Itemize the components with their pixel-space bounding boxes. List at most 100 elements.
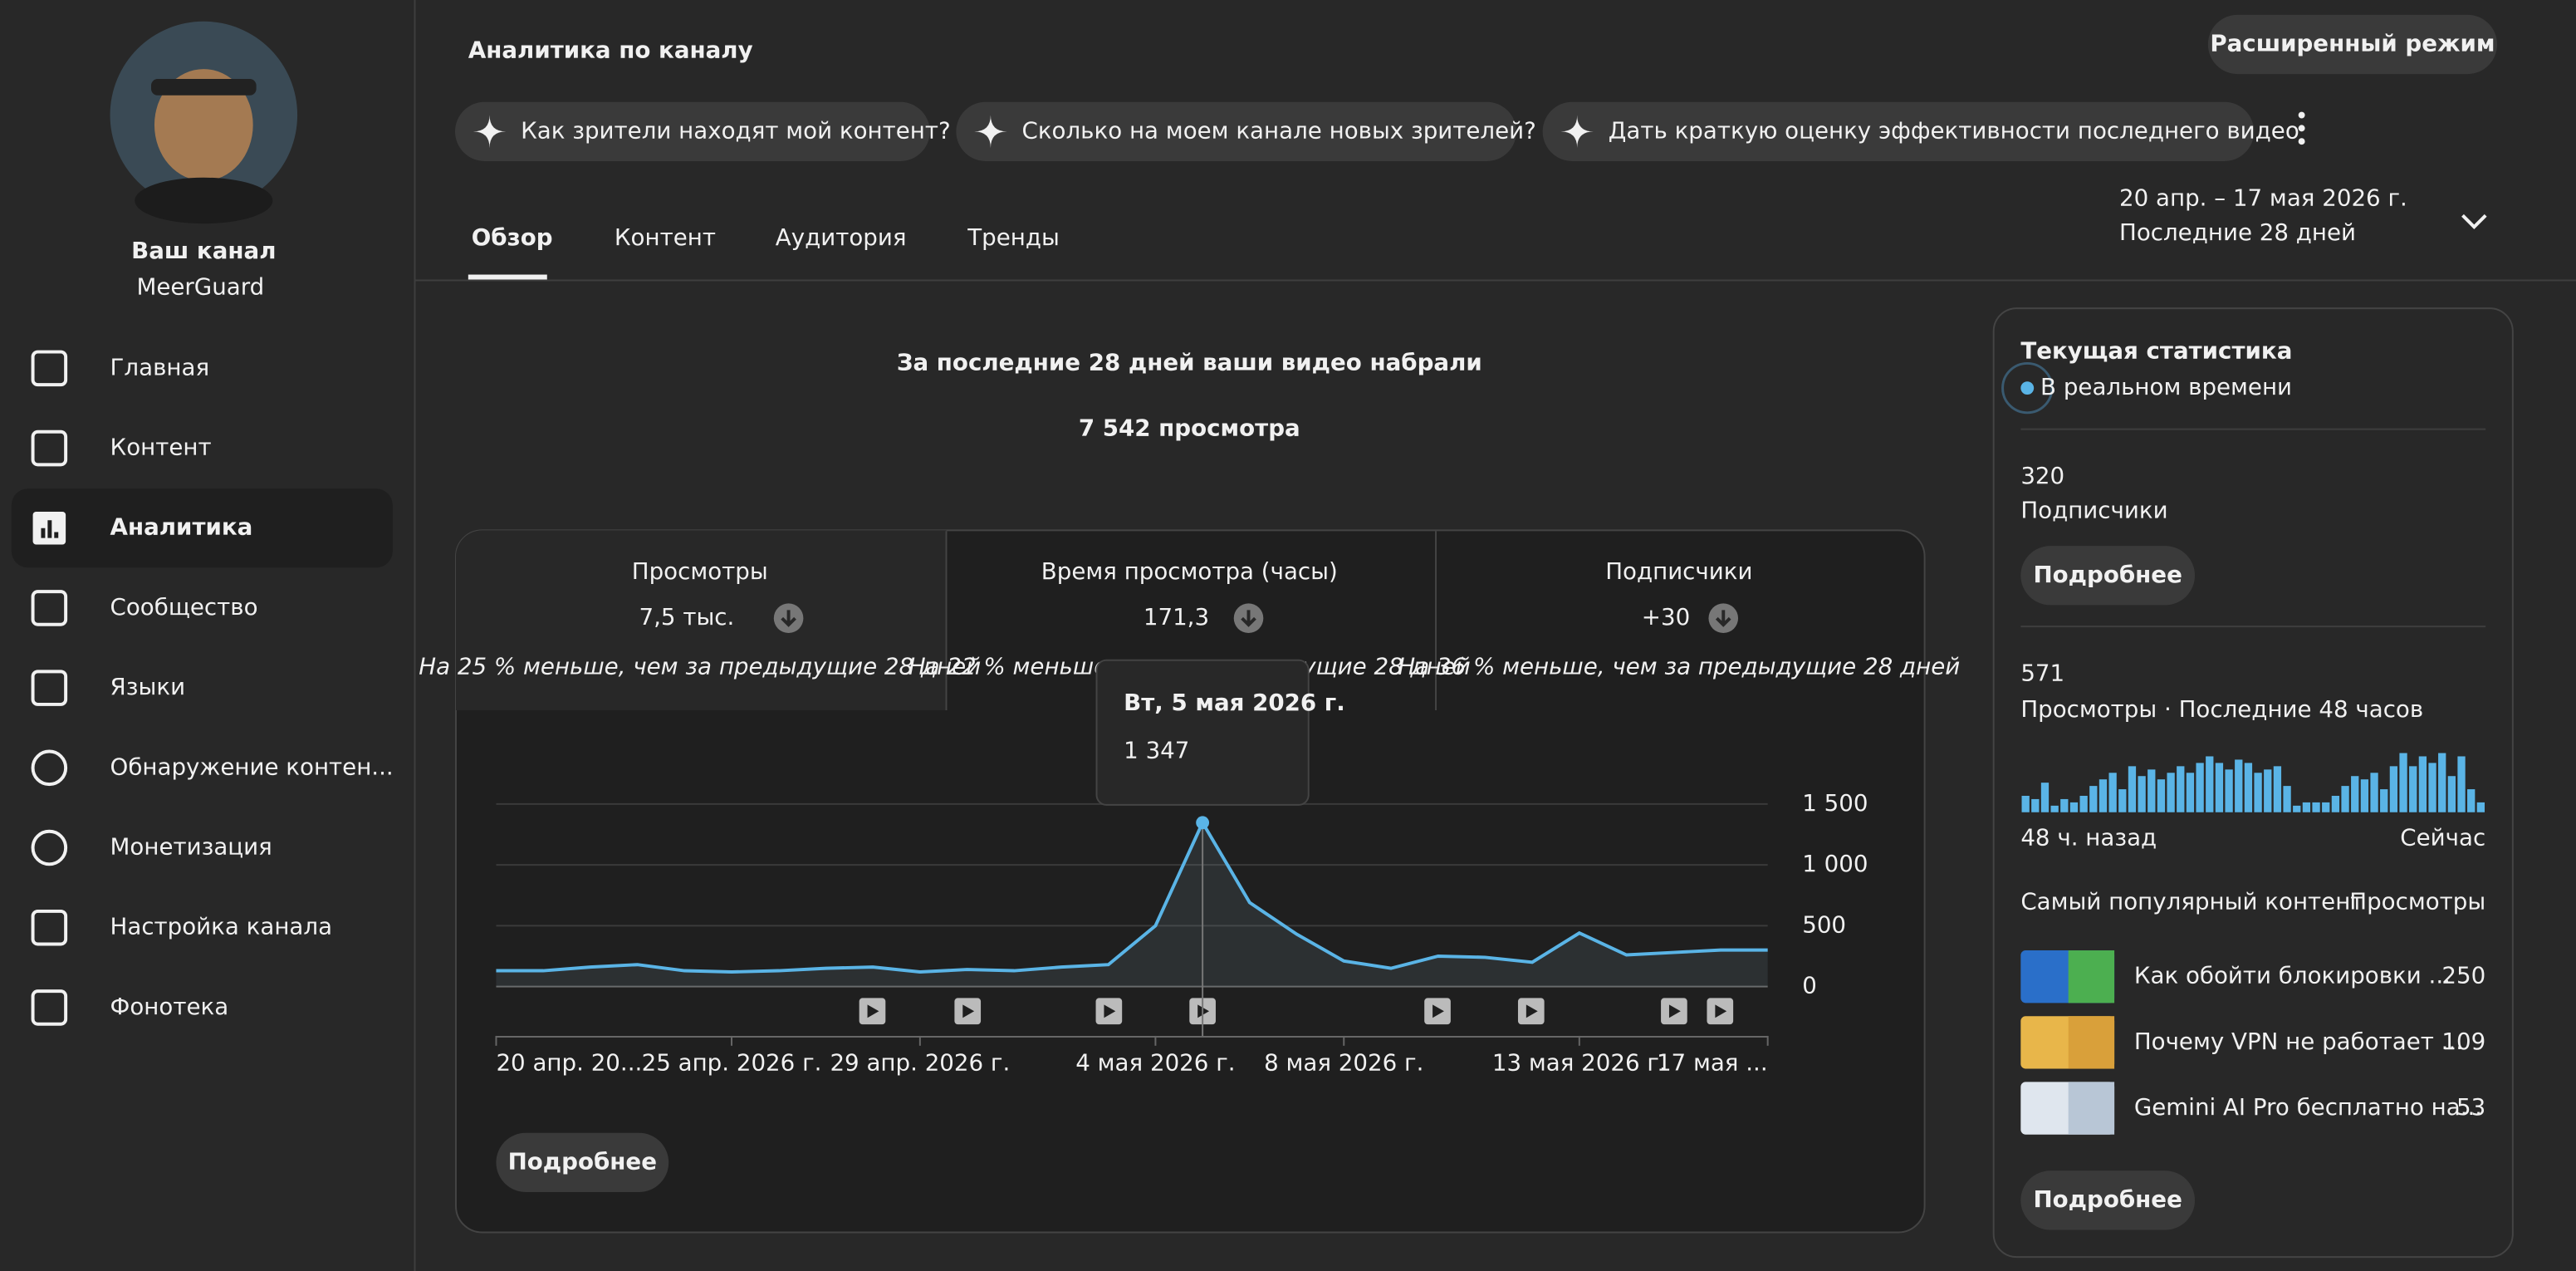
top-title[interactable]: Gemini AI Pro бесплатно на... xyxy=(2134,1093,2482,1121)
button-label[interactable]: Расширенный режим xyxy=(2210,29,2495,56)
suggestion-chip[interactable] xyxy=(956,101,1516,161)
nav-label[interactable]: Аналитика xyxy=(110,513,253,541)
realtime-bar xyxy=(2312,802,2320,812)
area xyxy=(496,822,1768,987)
nav-label[interactable]: Фонотека xyxy=(110,993,229,1020)
realtime-bar xyxy=(2157,779,2166,812)
video-marker-play xyxy=(1526,1004,1538,1018)
tab[interactable]: Тренды xyxy=(967,223,1060,251)
suggestion-chip[interactable] xyxy=(1542,101,2255,161)
tab[interactable]: Контент xyxy=(615,223,716,251)
realtime-bar xyxy=(2167,773,2175,812)
bars-from: 48 ч. назад xyxy=(2020,823,2157,851)
button-label[interactable]: Подробнее xyxy=(2033,561,2182,588)
info-arrow xyxy=(1241,610,1256,627)
metric-label: Подписчики xyxy=(1605,557,1752,585)
metric-note: На 25 % меньше, чем за предыдущие 28 дне… xyxy=(419,653,981,680)
metric-label: Время просмотра (часы) xyxy=(1041,557,1338,585)
tooltip-value: 1 347 xyxy=(1124,737,1189,764)
realtime-bar xyxy=(2040,783,2050,812)
realtime-bar xyxy=(2322,802,2330,812)
realtime-bar xyxy=(2215,763,2224,812)
channel-name: MeerGuard xyxy=(136,272,264,300)
sparkle-icon xyxy=(473,115,507,149)
nav-label[interactable]: Языки xyxy=(110,673,186,700)
more-dot[interactable] xyxy=(2298,111,2305,119)
realtime-bar xyxy=(2089,786,2098,812)
more-dot[interactable] xyxy=(2298,125,2305,132)
realtime-bar xyxy=(2351,776,2359,812)
suggestion-chip[interactable] xyxy=(454,101,930,161)
realtime-bar xyxy=(2254,773,2262,812)
suggestion-text[interactable]: Как зрители находят мой контент? xyxy=(521,116,951,144)
nav-icon xyxy=(31,429,68,467)
top-header: Самый популярный контент xyxy=(2020,888,2363,915)
top-title[interactable]: Почему VPN не работает ... xyxy=(2134,1028,2463,1055)
video-marker-play xyxy=(1432,1004,1444,1018)
nav-label[interactable]: Сообщество xyxy=(110,593,258,621)
bars-to: Сейчас xyxy=(2400,823,2485,851)
tab[interactable]: Обзор xyxy=(472,223,553,251)
realtime-bar xyxy=(2244,763,2253,812)
subscribers-value: 320 xyxy=(2020,462,2064,489)
summary-line1: За последние 28 дней ваши видео набрали xyxy=(897,348,1482,375)
nav-label[interactable]: Обнаружение контен... xyxy=(110,753,394,780)
realtime-bar xyxy=(2370,773,2378,812)
nav-label[interactable]: Настройка канала xyxy=(110,913,332,940)
top-title[interactable]: Как обойти блокировки ... xyxy=(2134,962,2451,989)
tab[interactable]: Аудитория xyxy=(776,223,907,251)
realtime-bar xyxy=(2069,802,2079,812)
metric-value: 171,3 xyxy=(1144,603,1209,631)
suggestion-text[interactable]: Дать краткую оценку эффективности послед… xyxy=(1609,116,2299,144)
tooltip xyxy=(1095,659,1310,806)
button-bg[interactable] xyxy=(2207,14,2498,75)
nav-label[interactable]: Главная xyxy=(110,353,210,380)
button-label[interactable]: Подробнее xyxy=(508,1147,657,1175)
button-bg[interactable] xyxy=(2020,1170,2196,1230)
sparkle-icon xyxy=(974,115,1007,149)
realtime-bar xyxy=(2389,766,2398,812)
live-ring xyxy=(2001,361,2054,415)
date-range-dates: 20 апр. – 17 мая 2026 г. xyxy=(2119,184,2407,211)
avatar-band xyxy=(151,79,257,96)
realtime-bar xyxy=(2428,763,2436,812)
realtime-bar xyxy=(2050,805,2059,812)
top-views: 250 xyxy=(2441,962,2485,989)
realtime-bar xyxy=(2418,756,2427,812)
button-label[interactable]: Подробнее xyxy=(2033,1185,2182,1213)
subscribers-label: Подписчики xyxy=(2020,497,2167,524)
page-title: Аналитика по каналу xyxy=(468,36,753,63)
realtime-bar xyxy=(2118,789,2127,812)
realtime-bar xyxy=(2060,798,2069,812)
realtime-bar xyxy=(2108,773,2117,812)
realtime-subtitle: В реальном времени xyxy=(2040,373,2292,400)
realtime-bar xyxy=(2273,766,2282,812)
thumbnail-part xyxy=(2068,950,2115,1004)
dropdown-chevron[interactable] xyxy=(2461,213,2487,229)
realtime-bar xyxy=(2476,802,2485,812)
button-bg[interactable] xyxy=(2020,546,2196,606)
x-tick-label: 17 мая ... xyxy=(1657,1049,1768,1077)
realtime-bar xyxy=(2079,795,2088,812)
realtime-bar xyxy=(2331,795,2340,812)
realtime-bar xyxy=(2099,779,2108,812)
x-tick-label: 13 мая 2026 г. xyxy=(1492,1049,1667,1077)
avatar-face xyxy=(154,69,253,181)
y-tick-label: 500 xyxy=(1802,910,1846,938)
realtime-bar xyxy=(2138,776,2146,812)
nav-icon xyxy=(31,350,68,387)
metric-label: Просмотры xyxy=(632,557,768,585)
nav-icon xyxy=(31,829,68,866)
nav-label[interactable]: Контент xyxy=(110,434,212,461)
live-dot xyxy=(2020,381,2035,395)
channel-title: Ваш канал xyxy=(131,237,276,264)
suggestion-text[interactable]: Сколько на моем канале новых зрителей? xyxy=(1022,116,1536,144)
button-bg[interactable] xyxy=(496,1132,669,1192)
realtime-bar xyxy=(2457,756,2466,812)
date-range-label[interactable]: Последние 28 дней xyxy=(2119,218,2356,246)
y-tick-label: 1 000 xyxy=(1802,850,1868,877)
more-dot[interactable] xyxy=(2298,138,2305,145)
nav-icon xyxy=(31,749,68,787)
realtime-bar xyxy=(2293,805,2301,812)
nav-label[interactable]: Монетизация xyxy=(110,833,272,861)
